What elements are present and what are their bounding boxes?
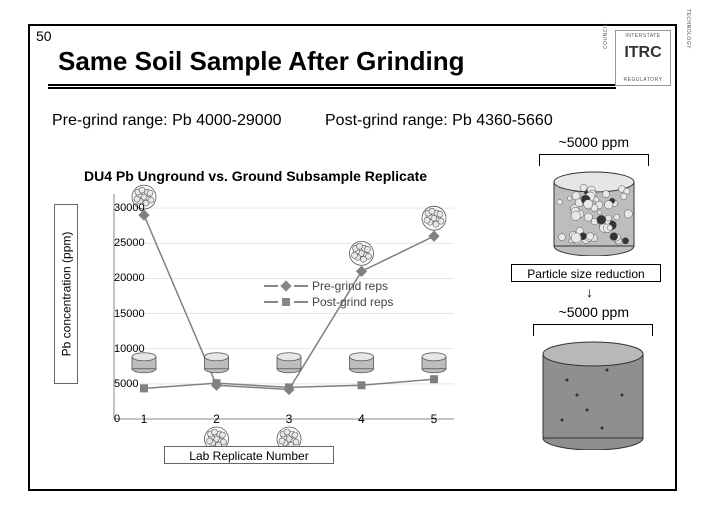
logo-top-text: INTERSTATE (616, 33, 670, 39)
chart-title: DU4 Pb Unground vs. Ground Subsample Rep… (84, 168, 427, 184)
legend: Pre-grind reps Post-grind reps (264, 279, 393, 311)
x-axis-label: Lab Replicate Number (164, 446, 334, 464)
page: 50 Same Soil Sample After Grinding INTER… (0, 0, 705, 515)
x-tick: 3 (286, 412, 293, 426)
logo-right-text: TECHNOLOGY (685, 9, 691, 49)
x-tick: 2 (213, 412, 220, 426)
slide-number: 50 (36, 28, 52, 44)
y-axis-label-box: Pb concentration (ppm) (54, 204, 78, 384)
logo-left-text: COUNCIL (603, 23, 609, 49)
post-grind-range: Post-grind range: Pb 4360-5660 (325, 112, 553, 130)
x-tick: 5 (431, 412, 438, 426)
ppm-top-label: ~5000 ppm (559, 134, 629, 150)
legend-post-label: Post-grind reps (312, 295, 393, 309)
legend-pre: Pre-grind reps (264, 279, 393, 293)
x-tick: 1 (141, 412, 148, 426)
pre-grind-range: Pre-grind range: Pb 4000-29000 (52, 112, 282, 130)
chart: Pb concentration (ppm) 05000100001500020… (54, 184, 464, 464)
ground-cylinder-icon (537, 340, 649, 450)
particle-size-reduction-label: Particle size reduction (511, 264, 661, 282)
arrow-down-icon: ↓ (586, 284, 593, 300)
legend-pre-label: Pre-grind reps (312, 279, 388, 293)
slide-frame: 50 Same Soil Sample After Grinding INTER… (28, 24, 677, 491)
legend-post: Post-grind reps (264, 295, 393, 309)
y-axis-label: Pb concentration (ppm) (59, 232, 73, 357)
logo-bottom-text: REGULATORY (616, 77, 670, 83)
particle-cylinder-icon (547, 170, 641, 256)
itrc-logo: INTERSTATE REGULATORY COUNCIL TECHNOLOGY… (615, 30, 671, 86)
x-tick: 4 (358, 412, 365, 426)
brace-top (539, 154, 649, 166)
ppm-bottom-label: ~5000 ppm (559, 304, 629, 320)
slide-title: Same Soil Sample After Grinding (58, 46, 464, 77)
title-rule (48, 84, 616, 89)
brace-bottom (533, 324, 653, 336)
logo-text: ITRC (616, 45, 670, 61)
